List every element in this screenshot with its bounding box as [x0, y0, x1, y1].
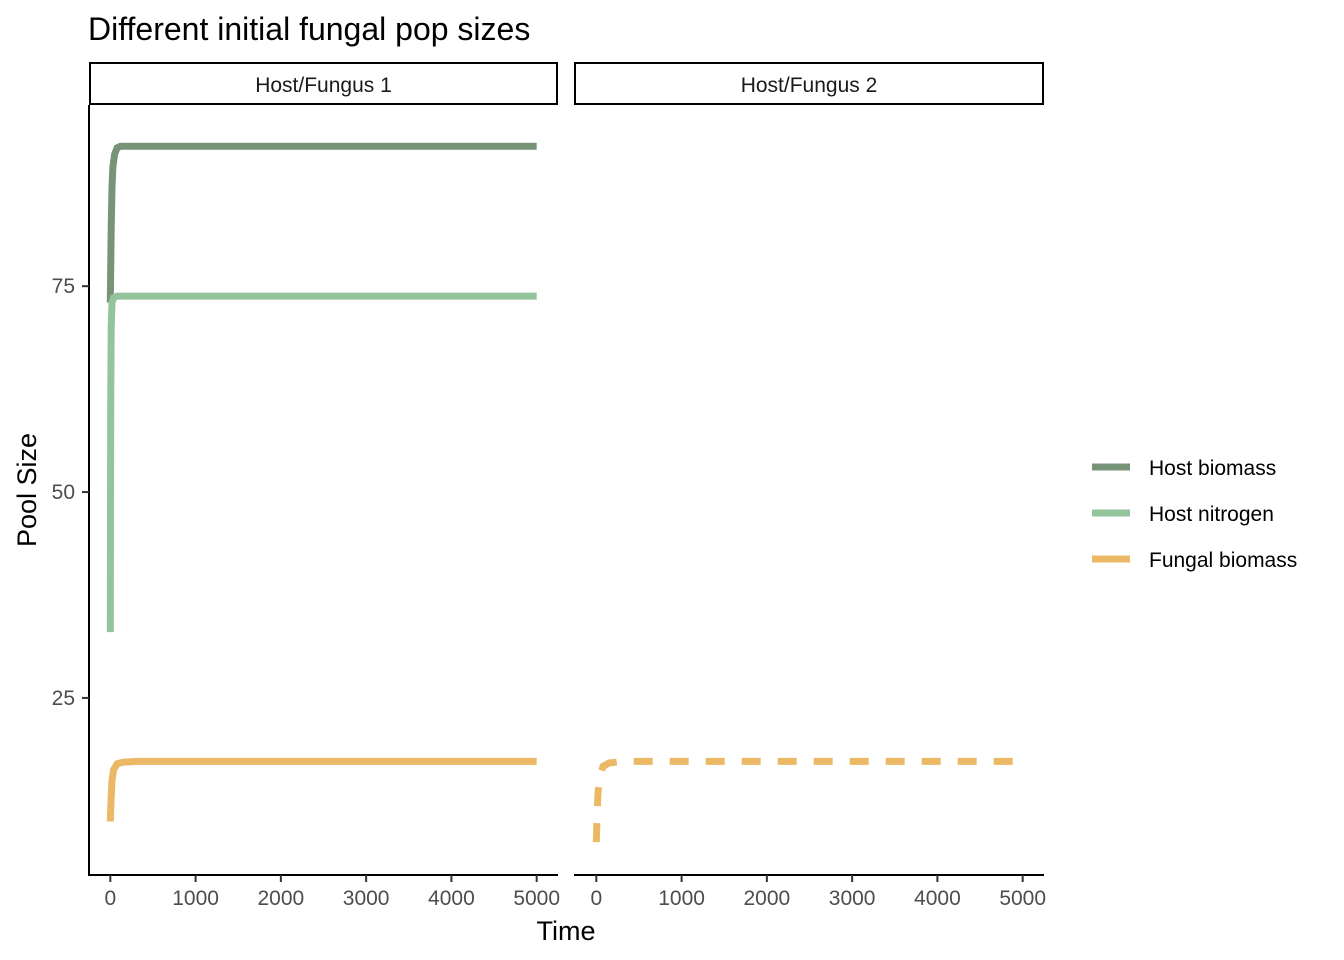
legend-label-host-nitrogen: Host nitrogen: [1149, 503, 1274, 526]
series-line-host-biomass: [106, 142, 537, 303]
x-tick-label: 3000: [343, 887, 390, 910]
x-tick-label: 5000: [513, 887, 560, 910]
y-axis-title: Pool Size: [12, 433, 42, 547]
x-tick-label: 2000: [258, 887, 305, 910]
x-tick-label: 1000: [658, 887, 705, 910]
y-tick-label: 50: [52, 481, 75, 504]
panel-2: Host/Fungus 2 0 1000 2000 3000 4000 5000: [574, 62, 1046, 910]
x-tick-label: 1000: [172, 887, 219, 910]
strip-2-label: Host/Fungus 2: [741, 74, 878, 97]
legend-label-host-biomass: Host biomass: [1149, 457, 1276, 480]
legend: Host biomass Host nitrogen Fungal biomass: [1092, 457, 1297, 572]
x-axis-title: Time: [537, 916, 596, 946]
x-tick-label: 3000: [829, 887, 876, 910]
chart-title: Different initial fungal pop sizes: [88, 11, 530, 47]
series-line-fungal-biomass: [106, 757, 537, 822]
strip-2-box: [574, 62, 1044, 105]
x-tick-label: 4000: [428, 887, 475, 910]
panel-2-series: [592, 757, 1023, 843]
x-tick-label: 2000: [744, 887, 791, 910]
series-line-host-nitrogen: [106, 292, 537, 633]
x-tick-label: 0: [104, 887, 116, 910]
series-line-fungal-biomass: [592, 757, 1023, 843]
panel-1-x-ticks: 0 1000 2000 3000 4000 5000: [104, 875, 560, 910]
x-tick-label: 0: [590, 887, 602, 910]
panel-2-x-ticks: 0 1000 2000 3000 4000 5000: [590, 875, 1046, 910]
y-tick-label: 75: [52, 275, 75, 298]
panel-1: Host/Fungus 1 0 1000 2000 3000 4000 5000 25 50…: [52, 62, 560, 910]
legend-label-fungal-biomass: Fungal biomass: [1149, 549, 1297, 572]
x-tick-label: 5000: [999, 887, 1046, 910]
x-tick-label: 4000: [914, 887, 961, 910]
panel-1-series: [106, 142, 537, 822]
y-ticks: 25 50 75: [52, 275, 89, 710]
strip-1-box: [89, 62, 558, 105]
strip-1-label: Host/Fungus 1: [255, 74, 392, 97]
y-tick-label: 25: [52, 687, 75, 710]
